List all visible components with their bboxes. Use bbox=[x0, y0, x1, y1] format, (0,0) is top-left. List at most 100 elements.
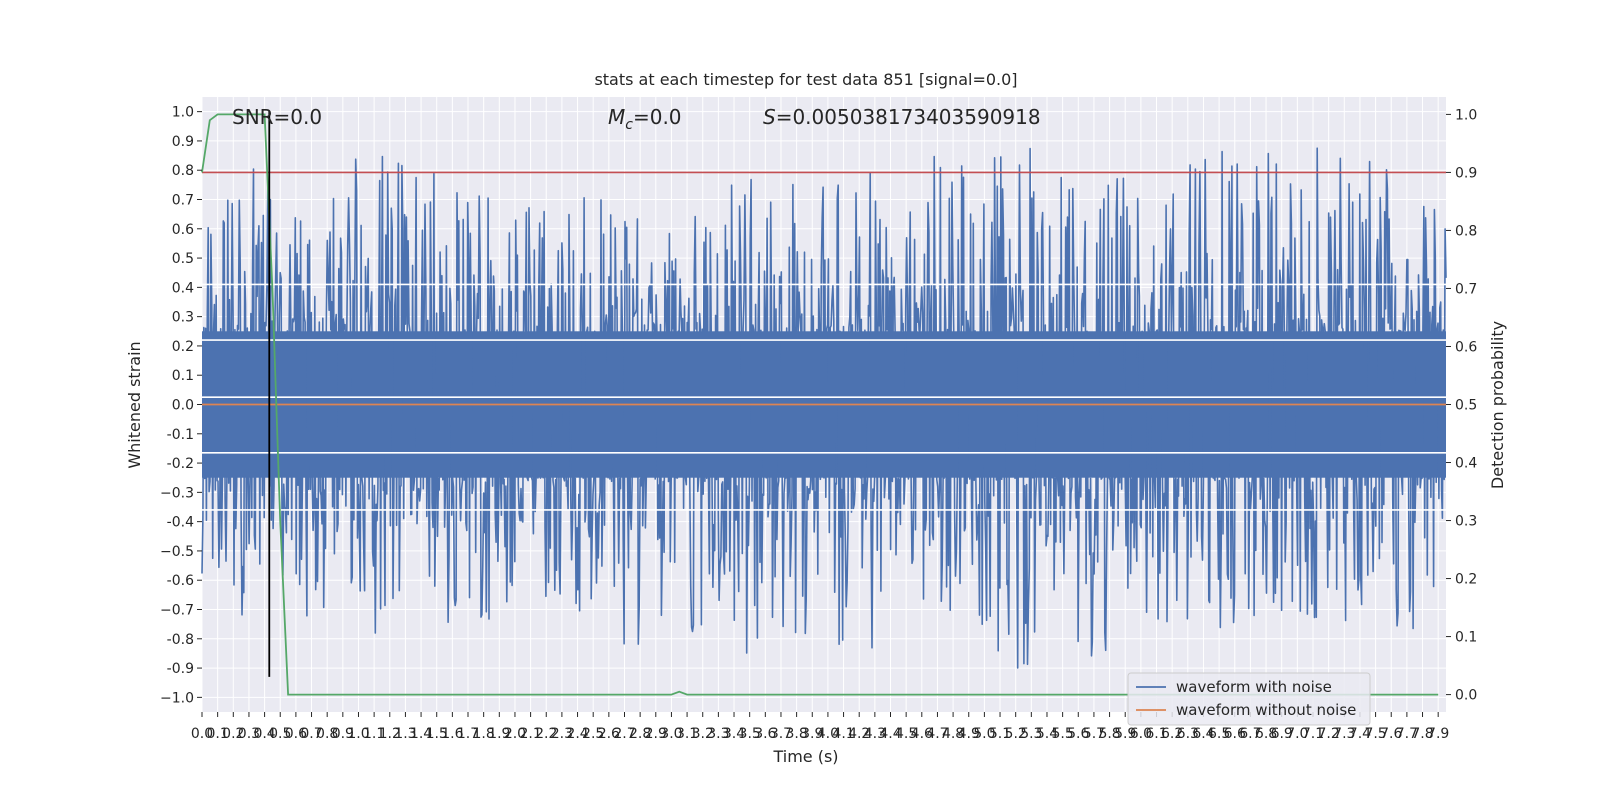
x-tick-label: 1.3 bbox=[394, 726, 416, 742]
x-tick-label: 4.4 bbox=[879, 726, 901, 742]
x-tick-label: 5.7 bbox=[1083, 726, 1105, 742]
x-tick-label: 6.5 bbox=[1208, 726, 1230, 742]
x-tick-label: 2.0 bbox=[504, 726, 526, 742]
y-tick-label: 0.9 bbox=[172, 134, 194, 150]
x-tick-label: 0.6 bbox=[285, 726, 307, 742]
x-tick-label: 5.8 bbox=[1098, 726, 1120, 742]
x-tick-label: 5.5 bbox=[1051, 726, 1073, 742]
s-symbol: S bbox=[763, 105, 776, 129]
x-tick-label: 1.4 bbox=[410, 726, 432, 742]
x-tick-label: 7.7 bbox=[1396, 726, 1418, 742]
x-tick-label: 6.3 bbox=[1177, 726, 1199, 742]
x-tick-label: 5.2 bbox=[1005, 726, 1027, 742]
x-tick-label: 3.6 bbox=[754, 726, 776, 742]
x-tick-label: 5.3 bbox=[1020, 726, 1042, 742]
x-tick-label: 7.2 bbox=[1318, 726, 1340, 742]
x-tick-label: 0.1 bbox=[207, 726, 229, 742]
y-tick-label: -0.1 bbox=[167, 427, 194, 443]
series-waveform-with-noise bbox=[201, 147, 1447, 669]
x-tick-label: 2.4 bbox=[566, 726, 588, 742]
x-tick-label: 4.8 bbox=[942, 726, 964, 742]
y2-tick-label: 0.3 bbox=[1455, 514, 1477, 530]
y-tick-label: -0.8 bbox=[167, 632, 194, 648]
x-tick-label: 7.6 bbox=[1380, 726, 1402, 742]
x-axis-label: Time (s) bbox=[772, 747, 838, 766]
y-tick-label: −0.5 bbox=[160, 544, 194, 560]
x-tick-label: 1.8 bbox=[473, 726, 495, 742]
mc-symbol: M bbox=[608, 105, 625, 129]
x-tick-label: 4.0 bbox=[817, 726, 839, 742]
y-tick-label: 0.4 bbox=[172, 280, 194, 296]
mc-value: =0.0 bbox=[633, 105, 682, 129]
y2-tick-label: 0.4 bbox=[1455, 456, 1477, 472]
x-tick-label: 2.3 bbox=[551, 726, 573, 742]
x-tick-label: 7.4 bbox=[1349, 726, 1371, 742]
x-tick-label: 0.0 bbox=[191, 726, 213, 742]
x-tick-label: 4.1 bbox=[832, 726, 854, 742]
x-tick-label: 1.6 bbox=[441, 726, 463, 742]
y2-tick-label: 0.5 bbox=[1455, 398, 1477, 414]
x-tick-label: 1.1 bbox=[363, 726, 385, 742]
x-tick-label: 1.7 bbox=[457, 726, 479, 742]
x-tick-label: 0.9 bbox=[332, 726, 354, 742]
y2-axis-ticks: 1.0 0.9 0.8 0.7 0.6 0.5 0.4 0.3 0.2 0.1 0.0 bbox=[1446, 107, 1477, 704]
chart-title: stats at each timestep for test data 851… bbox=[594, 70, 1017, 89]
x-tick-label: 6.4 bbox=[1192, 726, 1214, 742]
y2-tick-label: 0.2 bbox=[1455, 572, 1477, 588]
y-tick-label: -0.2 bbox=[167, 456, 194, 472]
x-tick-label: 3.3 bbox=[707, 726, 729, 742]
x-tick-label: 0.5 bbox=[269, 726, 291, 742]
x-tick-label: 5.9 bbox=[1114, 726, 1136, 742]
y-tick-label: 1.0 bbox=[172, 105, 194, 121]
x-tick-label: 4.2 bbox=[848, 726, 870, 742]
line-series bbox=[201, 111, 1446, 696]
x-tick-label: 4.5 bbox=[895, 726, 917, 742]
s-annotation: S=0.005038173403590918 bbox=[763, 105, 1041, 129]
x-tick-label: 1.0 bbox=[347, 726, 369, 742]
series-detection-probability bbox=[201, 113, 1439, 696]
white-bands bbox=[202, 283, 1446, 511]
x-tick-label: 6.6 bbox=[1224, 726, 1246, 742]
x-tick-label: 7.0 bbox=[1286, 726, 1308, 742]
y-tick-label: -0.6 bbox=[167, 573, 194, 589]
x-tick-label: 4.6 bbox=[911, 726, 933, 742]
x-tick-label: 7.1 bbox=[1302, 726, 1324, 742]
x-tick-label: 3.5 bbox=[739, 726, 761, 742]
x-tick-label: 1.9 bbox=[488, 726, 510, 742]
x-tick-label: 2.7 bbox=[613, 726, 635, 742]
x-tick-label: 7.9 bbox=[1427, 726, 1449, 742]
x-tick-label: 4.3 bbox=[864, 726, 886, 742]
y2-tick-label: 0.1 bbox=[1455, 630, 1477, 646]
x-tick-label: 0.2 bbox=[222, 726, 244, 742]
x-tick-label: 2.6 bbox=[598, 726, 620, 742]
y-tick-label: -0.9 bbox=[167, 661, 194, 677]
y2-tick-label: 0.6 bbox=[1455, 339, 1477, 355]
x-tick-label: 3.0 bbox=[660, 726, 682, 742]
y-tick-label: −0.3 bbox=[160, 485, 194, 501]
y-tick-label: 0.0 bbox=[172, 398, 194, 414]
x-tick-label: 5.6 bbox=[1067, 726, 1089, 742]
y-tick-label: 0.6 bbox=[172, 222, 194, 238]
y-tick-label: −1.0 bbox=[160, 690, 194, 706]
x-tick-label: 6.9 bbox=[1271, 726, 1293, 742]
y-axis-ticks: 1.0 0.9 0.8 0.7 0.6 0.5 0.4 0.3 0.2 0.1 0.0 -0.1 -0.… bbox=[160, 105, 202, 706]
x-tick-label: 3.8 bbox=[785, 726, 807, 742]
legend-label-clean: waveform without noise bbox=[1176, 701, 1356, 719]
snr-annotation: SNR=0.0 bbox=[232, 105, 322, 129]
y2-axis-label: Detection probability bbox=[1488, 321, 1507, 489]
y-tick-label: 0.7 bbox=[172, 193, 194, 209]
x-tick-label: 2.1 bbox=[519, 726, 541, 742]
x-tick-label: 5.0 bbox=[973, 726, 995, 742]
x-tick-label: 6.0 bbox=[1130, 726, 1152, 742]
x-tick-label: 0.4 bbox=[253, 726, 275, 742]
x-tick-label: 6.2 bbox=[1161, 726, 1183, 742]
y-axis-label: Whitened strain bbox=[125, 341, 144, 468]
y-tick-label: 0.2 bbox=[172, 339, 194, 355]
x-tick-label: 2.2 bbox=[535, 726, 557, 742]
s-value: =0.005038173403590918 bbox=[776, 105, 1041, 129]
y2-tick-label: 1.0 bbox=[1455, 107, 1477, 123]
x-axis-ticks: 0.00.10.20.30.40.50.60.70.80.91.01.11.21… bbox=[191, 712, 1449, 742]
x-tick-label: 1.5 bbox=[426, 726, 448, 742]
y2-tick-label: 0.0 bbox=[1455, 688, 1477, 704]
legend-label-noise: waveform with noise bbox=[1176, 678, 1332, 696]
